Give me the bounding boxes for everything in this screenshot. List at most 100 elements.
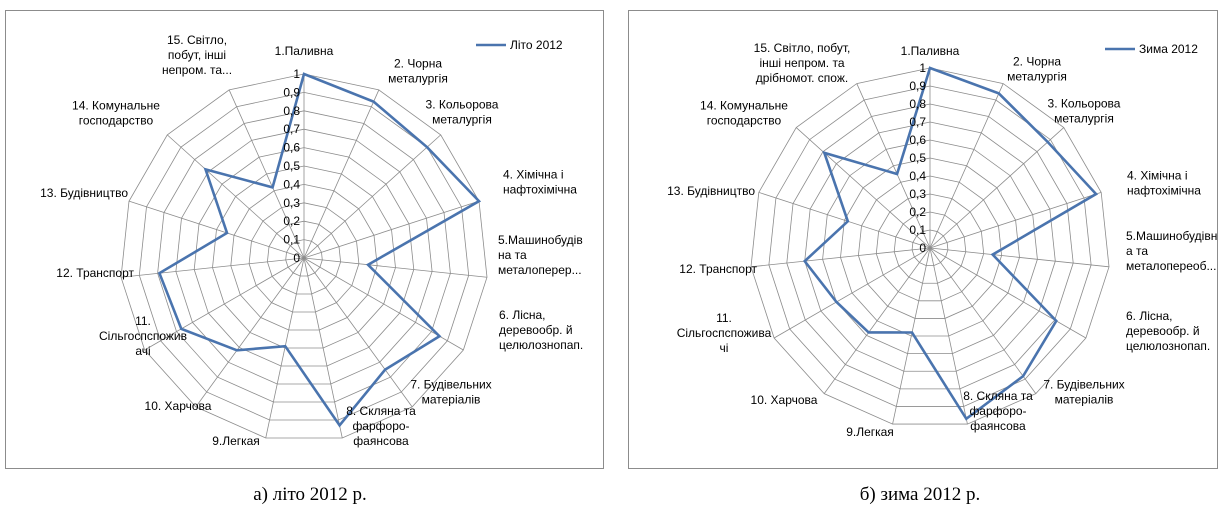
grid-ring [157, 110, 451, 403]
grid-ring [840, 157, 1020, 337]
grid-spoke [929, 247, 1037, 394]
category-label: 5.Машинобудівн а та металопереоб... [1126, 229, 1217, 273]
category-label: 10. Харчова [751, 393, 818, 407]
category-label: 1.Паливна [901, 44, 960, 58]
legend: Літо 2012 [476, 38, 563, 52]
grid-spoke [144, 257, 305, 351]
grid-spoke [758, 191, 931, 249]
tick-label: 0 [293, 251, 300, 265]
category-label: 9.Легкая [212, 434, 260, 448]
tick-label: 0,1 [909, 223, 926, 237]
category-label: 13. Будівництво [667, 184, 755, 198]
category-label: 12. Транспорт [56, 266, 134, 280]
series-line [802, 66, 1099, 421]
tick-label: 0,6 [283, 141, 300, 155]
grid-spoke [166, 134, 305, 259]
grid-spoke [303, 89, 380, 259]
grid-spoke [303, 257, 488, 278]
radar-chart-summer: 0 0,1 0,2 0,3 0,4 0,5 0,6 0,7 0,8 0,9 1 1.Паливна 2.… [40, 33, 583, 448]
category-label: 15. Світло, побут, інші непром. та... [162, 33, 232, 77]
tick-label: 0,8 [909, 97, 926, 111]
category-label: 3. Кольорова металургія [426, 98, 499, 127]
grid-spoke [195, 257, 305, 408]
grid-spoke [856, 83, 931, 249]
grid-spoke [929, 127, 1065, 249]
grid-ring [857, 175, 1003, 319]
grid-spoke [929, 191, 1102, 249]
category-label: 7. Будівельних матеріалів [1043, 378, 1124, 407]
grid-spoke [929, 247, 1087, 339]
grid-ring [750, 67, 1110, 425]
grid-ring [266, 220, 342, 295]
tick-label: 0,1 [283, 233, 300, 247]
grid-ring [193, 147, 415, 367]
grid-spoke [303, 134, 442, 259]
tick-label: 0 [919, 241, 926, 255]
grid-spoke [892, 247, 931, 425]
category-label: 2. Чорна металургія [388, 57, 448, 86]
tick-label: 0,9 [909, 79, 926, 93]
radar-grid [120, 73, 488, 439]
tick-label: 0,3 [909, 187, 926, 201]
category-label: 6. Лісна, деревообр. й целюлознопап. [499, 308, 583, 352]
tick-label: 0,8 [283, 104, 300, 118]
grid-spoke [265, 257, 305, 439]
tick-label: 0,5 [283, 159, 300, 173]
category-label: 12. Транспорт [679, 262, 757, 276]
category-label: 8. Скляна та фарфоро-фаянсова [346, 404, 416, 448]
series-line [157, 72, 482, 428]
category-label: 14. Комунальне господарство [72, 99, 160, 128]
grid-ring [248, 202, 360, 313]
grid-spoke [929, 247, 1110, 268]
category-label: 10. Харчова [145, 399, 212, 413]
category-label: 4. Хімічна і нафтохімічна [503, 168, 577, 197]
grid-spoke [303, 257, 413, 408]
grid-spoke [795, 127, 931, 249]
grid-ring [175, 128, 433, 385]
tick-label: 0,6 [909, 133, 926, 147]
category-labels: 1.Паливна 2. Чорна металургія 3. Кольорова м… [40, 33, 583, 448]
category-label: 2. Чорна металургія [1007, 55, 1067, 84]
grid-ring [804, 121, 1056, 372]
grid-ring [120, 73, 488, 439]
category-label: 3. Кольорова металургія [1048, 97, 1121, 126]
grid-ring [893, 211, 967, 284]
category-label: 7. Будівельних матеріалів [410, 378, 491, 407]
grid-spoke [929, 83, 1004, 249]
tick-label: 0,2 [283, 214, 300, 228]
category-label: 15. Світло, побут, інші непром. та дрібном… [754, 41, 851, 85]
grid-spoke [823, 247, 931, 394]
category-labels: 1.Паливна 2. Чорна металургія 3. Кольорова м… [667, 41, 1217, 439]
legend: Зима 2012 [1105, 42, 1198, 56]
grid-spoke [929, 247, 968, 425]
category-label: 4. Хімічна і нафтохімічна [1127, 169, 1201, 198]
tick-label: 0,4 [909, 169, 926, 183]
grid-ring [230, 183, 378, 331]
tick-labels: 0 0,1 0,2 0,3 0,4 0,5 0,6 0,7 0,8 0,9 1 [283, 67, 300, 265]
grid-spoke [228, 89, 305, 259]
grid-spoke [120, 257, 305, 278]
grid-ring [911, 229, 949, 267]
tick-label: 0,5 [909, 151, 926, 165]
tick-label: 0,9 [283, 85, 300, 99]
grid-spoke [128, 200, 305, 259]
caption-winter: б) зима 2012 р. [859, 484, 981, 505]
category-label: 9.Легкая [846, 425, 894, 439]
tick-label: 0,4 [283, 177, 300, 191]
tick-labels: 0 0,1 0,2 0,3 0,4 0,5 0,6 0,7 0,8 0,9 1 [909, 61, 926, 255]
radar-chart-winter: 0 0,1 0,2 0,3 0,4 0,5 0,6 0,7 0,8 0,9 1 1.Паливна 2.… [667, 41, 1217, 439]
category-label: 8. Скляна та фарфоро-фаянсова [963, 389, 1033, 433]
tick-label: 0,2 [909, 205, 926, 219]
category-label: 1.Паливна [275, 44, 334, 58]
tick-label: 1 [919, 61, 926, 75]
grid-spoke [303, 257, 343, 439]
chart-panel-winter: 0 0,1 0,2 0,3 0,4 0,5 0,6 0,7 0,8 0,9 1 1.Паливна 2.… [628, 10, 1218, 469]
grid-ring [138, 91, 470, 421]
chart-panel-summer: 0 0,1 0,2 0,3 0,4 0,5 0,6 0,7 0,8 0,9 1 1.Паливна 2.… [5, 10, 604, 469]
tick-label: 0,3 [283, 196, 300, 210]
tick-label: 1 [293, 67, 300, 81]
grid-ring [768, 85, 1092, 407]
tick-label: 0,7 [283, 122, 300, 136]
grid-ring [786, 103, 1074, 390]
